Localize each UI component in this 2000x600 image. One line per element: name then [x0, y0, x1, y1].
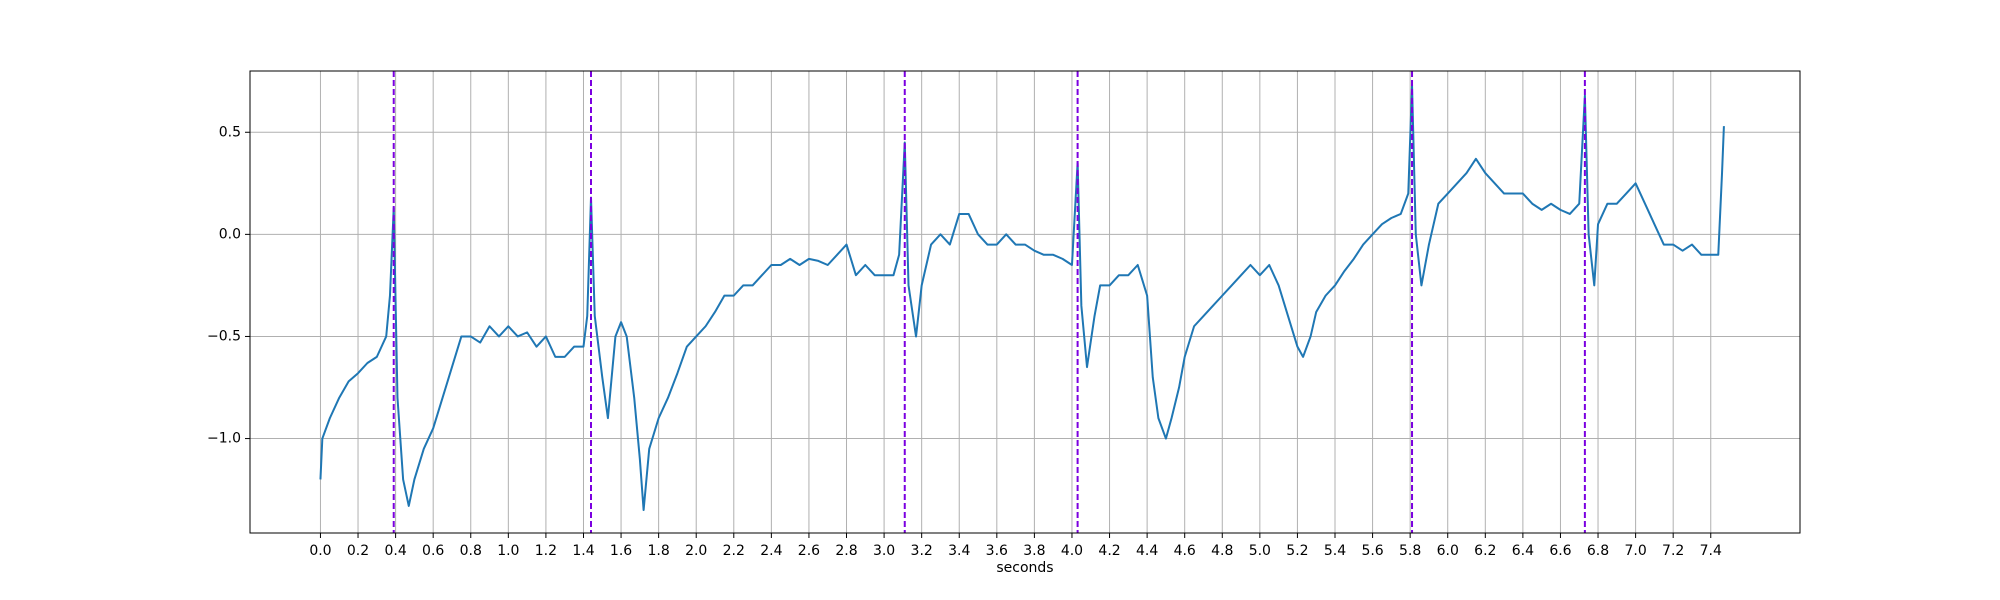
- x-tick-label: 2.0: [685, 543, 707, 559]
- x-tick-label: 3.2: [911, 543, 933, 559]
- x-tick-label: 2.8: [835, 543, 857, 559]
- x-tick-label: 0.8: [460, 543, 482, 559]
- x-tick-label: 0.0: [309, 543, 331, 559]
- x-tick-label: 2.2: [723, 543, 745, 559]
- x-tick-label: 3.6: [986, 543, 1008, 559]
- x-tick-label: 0.4: [384, 543, 406, 559]
- x-tick-label: 1.8: [648, 543, 670, 559]
- x-tick-label: 5.8: [1399, 543, 1421, 559]
- x-tick-label: 3.4: [948, 543, 970, 559]
- x-tick-label: 5.6: [1361, 543, 1383, 559]
- x-tick-label: 1.2: [535, 543, 557, 559]
- x-tick-label: 3.8: [1023, 543, 1045, 559]
- x-axis-label: seconds: [996, 560, 1053, 576]
- y-tick-label: 0.0: [219, 226, 241, 242]
- plot-frame: [249, 70, 1801, 534]
- x-tick-label: 1.4: [572, 543, 594, 559]
- x-tick-label: 2.6: [798, 543, 820, 559]
- x-tick-label: 7.4: [1700, 543, 1722, 559]
- x-tick-label: 3.0: [873, 543, 895, 559]
- signal-line: [319, 84, 1725, 512]
- x-tick-label: 5.0: [1249, 543, 1271, 559]
- x-tick-label: 6.0: [1437, 543, 1459, 559]
- x-tick-label: 1.6: [610, 543, 632, 559]
- y-tick-label: 0.5: [219, 124, 241, 140]
- x-tick-label: 1.0: [497, 543, 519, 559]
- x-tick-label: 4.2: [1098, 543, 1120, 559]
- x-tick-label: 2.4: [760, 543, 782, 559]
- x-tick-label: 4.8: [1211, 543, 1233, 559]
- x-tick-label: 6.4: [1512, 543, 1534, 559]
- y-tick-label: −0.5: [207, 328, 241, 344]
- x-tick-label: 4.6: [1174, 543, 1196, 559]
- x-tick-label: 4.0: [1061, 543, 1083, 559]
- x-tick-label: 0.2: [347, 543, 369, 559]
- x-tick-label: 6.8: [1587, 543, 1609, 559]
- x-tick-label: 7.0: [1624, 543, 1646, 559]
- x-tick-label: 4.4: [1136, 543, 1158, 559]
- y-tick-label: −1.0: [207, 431, 241, 447]
- x-tick-label: 7.2: [1662, 543, 1684, 559]
- x-tick-label: 6.2: [1474, 543, 1496, 559]
- x-tick-label: 0.6: [422, 543, 444, 559]
- x-tick-label: 5.4: [1324, 543, 1346, 559]
- x-tick-label: 5.2: [1286, 543, 1308, 559]
- x-tick-label: 6.6: [1549, 543, 1571, 559]
